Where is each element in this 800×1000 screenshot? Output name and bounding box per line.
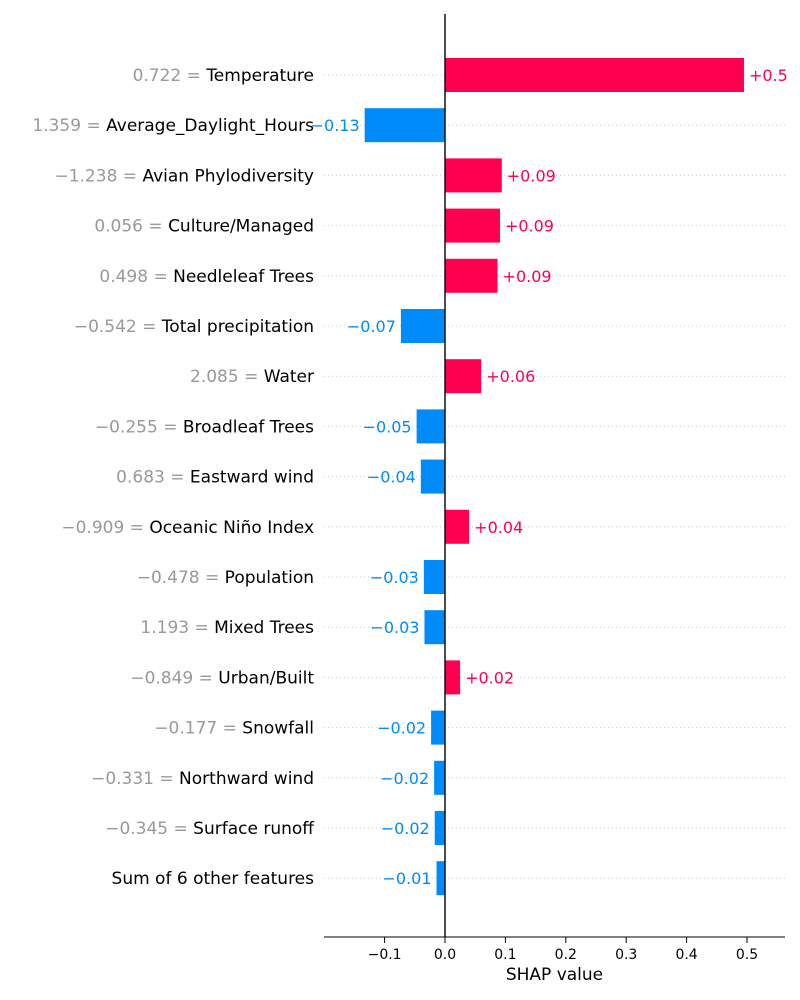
feature-label: 1.359 = Average_Daylight_Hours xyxy=(32,116,314,136)
feature-name: Sum of 6 other features xyxy=(112,869,315,889)
feature-name: Eastward wind xyxy=(190,468,314,488)
feature-value: 0.722 = xyxy=(133,66,207,86)
feature-value: 0.498 = xyxy=(99,267,173,287)
feature-value: −0.542 = xyxy=(74,317,162,337)
bar-value-label: −0.04 xyxy=(367,468,416,487)
feature-labels: +0.50.722 = Temperature−0.131.359 = Aver… xyxy=(32,66,787,889)
feature-label: −0.255 = Broadleaf Trees xyxy=(95,417,314,437)
bar xyxy=(445,58,744,92)
bar-value-label: +0.09 xyxy=(505,217,554,236)
bar xyxy=(434,811,445,845)
feature-value: −0.255 = xyxy=(95,417,183,437)
feature-value: −0.331 = xyxy=(91,769,179,789)
feature-name: Mixed Trees xyxy=(214,618,314,638)
bar xyxy=(400,309,445,343)
feature-name: Culture/Managed xyxy=(168,217,314,237)
bar-value-label: −0.02 xyxy=(380,769,429,788)
feature-name: Northward wind xyxy=(179,769,314,789)
feature-name: Needleleaf Trees xyxy=(173,267,314,287)
x-tick-label: 0.2 xyxy=(555,947,577,963)
bar xyxy=(434,760,445,795)
feature-name: Oceanic Niño Index xyxy=(149,518,314,538)
feature-value: 1.359 = xyxy=(32,116,106,136)
feature-value: −1.238 = xyxy=(54,166,142,186)
feature-name: Surface runoff xyxy=(193,819,315,839)
bar-value-label: −0.03 xyxy=(370,568,419,587)
feature-label: Sum of 6 other features xyxy=(112,869,315,889)
feature-label: 0.498 = Needleleaf Trees xyxy=(99,267,314,287)
x-tick-label: 0.3 xyxy=(615,947,637,963)
bar-value-label: −0.03 xyxy=(370,618,419,637)
feature-label: 2.085 = Water xyxy=(190,367,314,387)
bar xyxy=(364,108,445,143)
feature-name: Snowfall xyxy=(242,719,314,739)
feature-label: −0.909 = Oceanic Niño Index xyxy=(61,518,314,538)
feature-label: −0.849 = Urban/Built xyxy=(130,668,314,688)
feature-label: 1.193 = Mixed Trees xyxy=(140,618,314,638)
bar xyxy=(423,560,445,594)
bar xyxy=(436,861,445,896)
x-tick-label: 0.5 xyxy=(736,947,758,963)
feature-label: 0.722 = Temperature xyxy=(133,66,314,86)
bar-value-label: +0.06 xyxy=(486,367,535,386)
bar-value-label: −0.07 xyxy=(347,317,396,336)
grid-lines xyxy=(324,74,785,879)
x-tick-label: 0.1 xyxy=(494,947,516,963)
x-axis-title: SHAP value xyxy=(506,965,603,985)
feature-value: −0.478 = xyxy=(137,568,225,588)
feature-value: −0.909 = xyxy=(61,518,149,538)
feature-name: Population xyxy=(225,568,314,588)
bar-value-label: −0.02 xyxy=(381,819,430,838)
feature-name: Avian Phylodiversity xyxy=(142,166,314,186)
bar-value-label: +0.09 xyxy=(507,166,556,185)
feature-name: Average_Daylight_Hours xyxy=(106,116,314,136)
bar-value-label: −0.13 xyxy=(311,116,360,135)
bar xyxy=(445,359,482,394)
feature-value: −0.177 = xyxy=(154,719,242,739)
bar xyxy=(424,610,445,645)
feature-label: −0.478 = Population xyxy=(137,568,314,588)
bar xyxy=(445,158,502,193)
bar xyxy=(445,509,470,544)
bar xyxy=(445,660,461,695)
x-axis: −0.1 0.0 0.1 0.2 0.3 0.4 0.5 xyxy=(324,936,785,963)
feature-name: Total precipitation xyxy=(161,317,314,337)
bar-value-label: −0.01 xyxy=(383,869,432,888)
feature-value: −0.849 = xyxy=(130,668,218,688)
feature-label: −0.331 = Northward wind xyxy=(91,769,314,789)
feature-name: Broadleaf Trees xyxy=(183,417,314,437)
bar xyxy=(445,208,500,243)
bar xyxy=(431,710,445,745)
bar-value-label: −0.05 xyxy=(363,417,412,436)
feature-value: −0.345 = xyxy=(105,819,193,839)
bars xyxy=(364,58,744,896)
feature-label: 0.683 = Eastward wind xyxy=(116,468,314,488)
feature-label: −0.177 = Snowfall xyxy=(154,719,314,739)
feature-value: 2.085 = xyxy=(190,367,264,387)
feature-name: Water xyxy=(264,367,314,387)
feature-label: 0.056 = Culture/Managed xyxy=(94,217,314,237)
feature-label: −1.238 = Avian Phylodiversity xyxy=(54,166,314,186)
feature-value: 0.683 = xyxy=(116,468,190,488)
x-tick-label: 0.0 xyxy=(434,947,456,963)
bar-value-label: +0.5 xyxy=(749,66,788,85)
feature-name: Temperature xyxy=(205,66,314,86)
bar-value-label: +0.09 xyxy=(503,267,552,286)
bar xyxy=(416,409,445,444)
feature-label: −0.542 = Total precipitation xyxy=(74,317,314,337)
bar xyxy=(420,459,445,494)
x-tick-label: −0.1 xyxy=(368,947,402,963)
feature-value: 1.193 = xyxy=(140,618,214,638)
bar-value-label: +0.04 xyxy=(474,518,523,537)
feature-value: 0.056 = xyxy=(94,217,168,237)
x-tick-label: 0.4 xyxy=(675,947,697,963)
feature-label: −0.345 = Surface runoff xyxy=(105,819,315,839)
bar xyxy=(445,258,498,293)
feature-name: Urban/Built xyxy=(218,668,314,688)
bar-value-label: +0.02 xyxy=(465,668,514,687)
bar-value-label: −0.02 xyxy=(377,719,426,738)
